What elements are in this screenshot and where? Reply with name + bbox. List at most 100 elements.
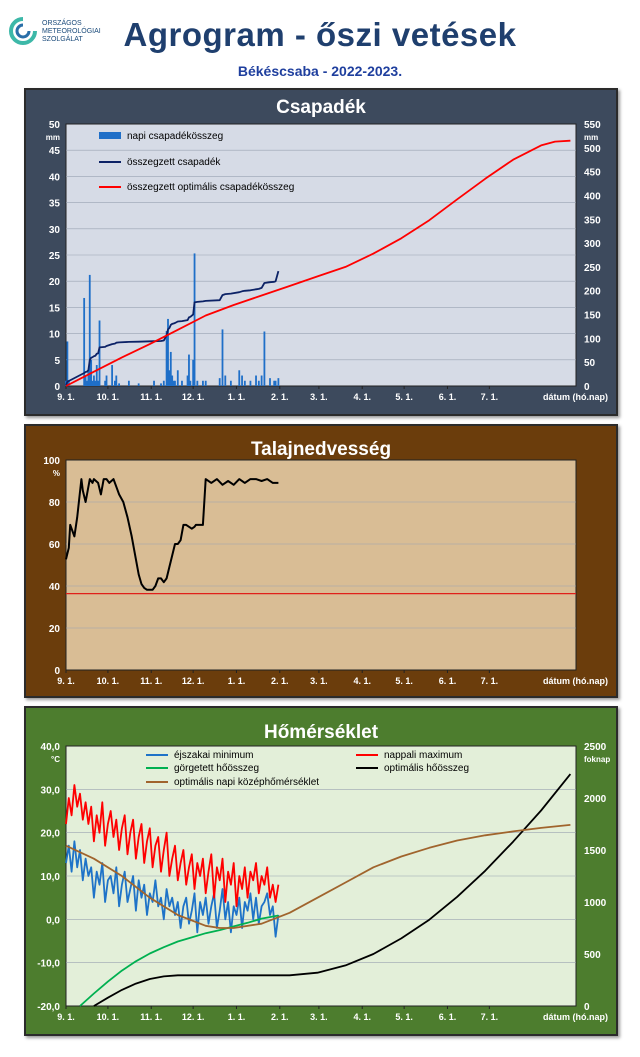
precip-bar [83, 297, 86, 386]
precip-title: Csapadék [276, 97, 366, 118]
precip-y2-tick-label: 550 [584, 120, 601, 131]
temp-legend-label: optimális napi középhőmérséklet [174, 777, 319, 788]
precip-y-tick-label: 10 [49, 330, 61, 341]
precip-bar [111, 365, 114, 386]
precip-y-tick-label: 25 [49, 251, 61, 262]
temp-y2-tick-label: 2500 [584, 742, 607, 753]
soil-x-tick-label: 6. 1. [439, 676, 457, 686]
precip-bar [67, 380, 70, 386]
precip-y2-tick-label: 450 [584, 168, 601, 179]
logo-line-1: ORSZÁGOS [42, 20, 82, 27]
precip-x-tick-label: 5. 1. [395, 392, 413, 402]
temp-y2-tick-label: 1500 [584, 846, 607, 857]
temp-legend-label: nappali maximum [384, 750, 462, 761]
precip-bar [189, 380, 192, 386]
precip-bar [160, 383, 162, 386]
precip-x-tick-label: 1. 1. [228, 392, 246, 402]
temp-title: Hőmérséklet [264, 722, 379, 743]
precip-bar [218, 378, 221, 386]
precip-bar [94, 380, 97, 386]
soil-title: Talajnedvesség [251, 439, 391, 460]
temp-y2-tick-label: 1000 [584, 898, 607, 909]
temp-y2-tick-label: 500 [584, 950, 601, 961]
precip-left-unit: mm [46, 133, 60, 142]
precip-bar [181, 380, 183, 386]
soil-x-tick-label: 10. 1. [97, 676, 120, 686]
temp-series-line [79, 914, 279, 1007]
precip-legend-label: összegzett csapadék [127, 157, 221, 168]
precip-y2-tick-label: 300 [584, 239, 601, 250]
soil-x-tick-label: 3. 1. [310, 676, 328, 686]
temp-legend-label: optimális hőösszeg [384, 763, 469, 774]
precip-bar [167, 318, 169, 386]
temp-x-tick-label: 10. 1. [97, 1012, 120, 1022]
precip-series-line [65, 270, 280, 386]
precip-x-tick-label: 10. 1. [97, 392, 120, 402]
precip-bar [269, 378, 271, 386]
temp-svg: Hőmérséklet -20,0 -10,0 0,0 10,0 20,0 30,0 40,0… [37, 722, 610, 1022]
precip-y2-tick-label: 500 [584, 144, 601, 155]
precip-y-tick-label: 40 [49, 172, 61, 183]
soil-plot-area [65, 459, 577, 671]
temp-x-tick-label: 1. 1. [228, 1012, 246, 1022]
precip-right-unit: mm [584, 133, 598, 142]
precip-y-tick-label: 30 [49, 225, 61, 236]
precip-bar [202, 380, 204, 386]
temp-y-tick-label: 20,0 [41, 829, 61, 840]
temp-series-line [65, 840, 280, 938]
precip-bar [114, 380, 116, 386]
precip-bar [137, 383, 140, 386]
precip-bar [238, 370, 241, 386]
temp-x-tick-label: 9. 1. [57, 1012, 75, 1022]
precip-y2-tick-label: 250 [584, 263, 601, 274]
precip-bar [86, 380, 88, 386]
temp-y2-tick-label: 2000 [584, 794, 607, 805]
temp-x-tick-label: 4. 1. [353, 1012, 371, 1022]
temp-y-tick-label: 10,0 [41, 872, 61, 883]
soil-x-tick-label: 11. 1. [140, 676, 162, 686]
precip-bar [104, 380, 107, 386]
precip-x-tick-label: 6. 1. [439, 392, 457, 402]
precip-y-tick-label: 50 [49, 120, 61, 131]
precip-bar [249, 380, 252, 386]
precip-x-tick-label: 4. 1. [353, 392, 371, 402]
soil-x-tick-label: 5. 1. [395, 676, 413, 686]
temp-series-line [65, 784, 280, 908]
precip-bar [95, 365, 98, 386]
precip-bar [162, 380, 165, 386]
soil-x-tick-label: 9. 1. [57, 676, 75, 686]
logo-text: ORSZÁGOS METEOROLÓGIAI SZOLGÁLAT [42, 20, 101, 44]
precipitation-panel: Csapadék 0 5 10 15 20 25 30 35 40 45 50 mm 0 50 100 150 2… [24, 88, 618, 416]
precip-bar [260, 375, 263, 386]
temp-series-line [93, 773, 572, 1007]
temp-y-tick-label: -10,0 [37, 959, 60, 970]
soil-series-line [65, 478, 279, 591]
soil-x-tick-label: 12. 1. [182, 676, 205, 686]
precip-bar [171, 375, 174, 386]
precip-bar [98, 320, 101, 386]
precip-legend-swatch [99, 132, 121, 139]
precip-bar [168, 370, 171, 386]
precip-bar [91, 380, 94, 386]
omsz-logo: ORSZÁGOS METEOROLÓGIAI SZOLGÁLAT [8, 16, 118, 56]
precip-bar [176, 370, 179, 386]
logo-swirl-icon [9, 17, 37, 45]
precip-bar [118, 383, 120, 386]
temp-series-line [65, 824, 571, 929]
soil-moisture-panel: Talajnedvesség 0 20 40 60 80 100% 9. 1. 10. 1. 11… [24, 424, 618, 698]
temp-right-unit: foknap [584, 755, 610, 764]
precip-bar [115, 375, 118, 386]
precip-y2-tick-label: 50 [584, 358, 596, 369]
temp-x-tick-label: 7. 1. [481, 1012, 499, 1022]
precip-x-tick-label: 9. 1. [57, 392, 75, 402]
precip-bar [204, 380, 207, 386]
precip-y-tick-label: 20 [49, 277, 61, 288]
temp-x-axis-label: dátum (hó.nap) [543, 1012, 608, 1022]
temp-x-tick-label: 5. 1. [395, 1012, 413, 1022]
precip-bar [273, 380, 276, 386]
temp-left-unit: °C [51, 755, 60, 764]
precip-bar [193, 253, 196, 386]
soil-svg: Talajnedvesség 0 20 40 60 80 100% 9. 1. 10. 1. 11… [43, 439, 608, 686]
precip-bar [127, 380, 130, 386]
soil-y-tick-label: 100 [43, 456, 60, 467]
